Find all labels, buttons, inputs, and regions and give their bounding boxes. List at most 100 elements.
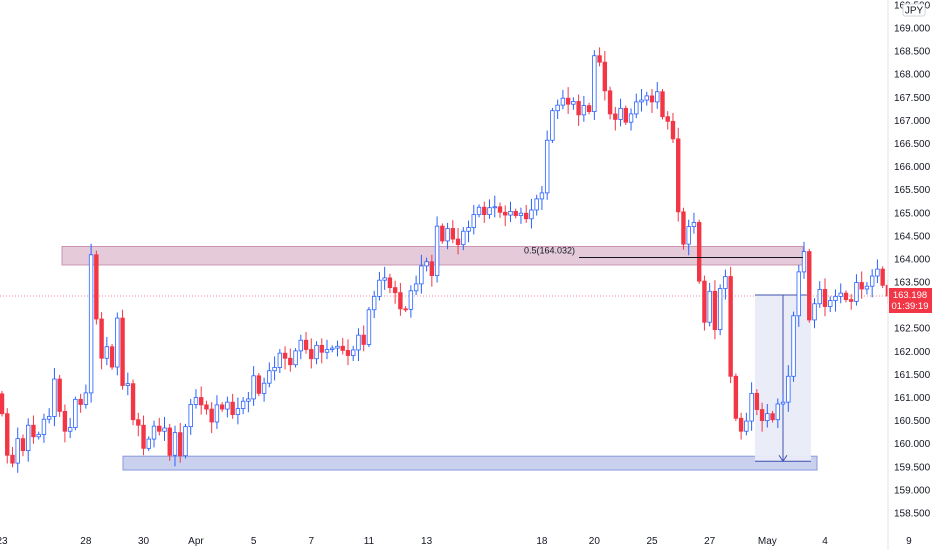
candle-down bbox=[398, 292, 403, 310]
price-tick-label: 158.500 bbox=[894, 509, 931, 520]
candle-up bbox=[251, 375, 256, 400]
candle-down bbox=[120, 317, 125, 386]
candle-down bbox=[31, 424, 36, 438]
candle-up bbox=[41, 418, 47, 435]
candle-up bbox=[618, 107, 623, 120]
candle-down bbox=[319, 344, 324, 353]
candle-down bbox=[167, 427, 172, 456]
candle-up bbox=[324, 349, 330, 353]
candle-down bbox=[513, 210, 518, 216]
candle-down bbox=[5, 413, 10, 456]
candle-down bbox=[141, 424, 146, 449]
currency-label[interactable]: JPY bbox=[902, 3, 926, 17]
candle-up bbox=[461, 230, 466, 246]
candle-up bbox=[639, 99, 644, 103]
time-axis[interactable]: 23 28 30 Apr 5 7 11 13 18 20 25 27 May 4 9 bbox=[0, 527, 912, 547]
candle-up bbox=[686, 226, 691, 245]
candle-down bbox=[20, 438, 26, 452]
candle-down bbox=[345, 350, 351, 356]
candle-up bbox=[52, 378, 57, 417]
candle-up bbox=[644, 95, 649, 101]
candle-down bbox=[392, 287, 398, 294]
time-tick-label: 5 bbox=[251, 536, 257, 547]
candle-down bbox=[455, 238, 461, 246]
candle-down bbox=[10, 454, 15, 464]
time-tick-label: 20 bbox=[589, 536, 601, 547]
price-tick-label: 165.500 bbox=[894, 185, 931, 196]
candle-up bbox=[801, 251, 807, 273]
candle-up bbox=[812, 303, 817, 321]
candle-down bbox=[503, 211, 508, 216]
candle-up bbox=[261, 382, 267, 394]
candle-down bbox=[623, 107, 628, 123]
candle-down bbox=[209, 408, 214, 423]
candle-down bbox=[754, 392, 760, 410]
candle-up bbox=[854, 282, 859, 302]
candle-down bbox=[843, 292, 849, 300]
candle-up bbox=[869, 275, 875, 287]
price-tick-label: 163.500 bbox=[894, 278, 931, 289]
support-zone[interactable] bbox=[122, 455, 818, 471]
price-axis-background bbox=[888, 0, 932, 550]
candle-up bbox=[214, 404, 220, 423]
candle-down bbox=[665, 116, 670, 122]
candle-up bbox=[235, 408, 241, 416]
drawing-layer[interactable] bbox=[0, 245, 888, 471]
price-tick-label: 160.500 bbox=[894, 416, 931, 427]
price-tick-label: 169.000 bbox=[894, 24, 931, 35]
price-tag-box bbox=[889, 287, 932, 313]
candle-down bbox=[676, 138, 681, 213]
projection-arrow-head bbox=[778, 454, 788, 463]
candle-up bbox=[377, 279, 382, 297]
time-tick-label: 28 bbox=[80, 536, 92, 547]
candle-up bbox=[471, 214, 476, 228]
candle-down bbox=[282, 352, 288, 359]
candle-down bbox=[607, 90, 613, 115]
candle-down bbox=[728, 276, 733, 377]
candle-down bbox=[429, 261, 435, 276]
time-tick-label: 18 bbox=[536, 536, 548, 547]
price-tick-label: 159.000 bbox=[894, 485, 931, 496]
candle-up bbox=[518, 212, 524, 216]
candle-up bbox=[424, 261, 429, 267]
price-axis[interactable]: 158.500 159.000 159.500 160.000 160.500 161.0… bbox=[887, 0, 932, 550]
candle-up bbox=[560, 97, 566, 106]
candle-up bbox=[225, 401, 230, 410]
price-tick-label: 162.500 bbox=[894, 324, 931, 335]
candle-up bbox=[791, 315, 796, 377]
candle-down bbox=[649, 95, 655, 103]
time-tick-label: 9 bbox=[906, 536, 912, 547]
price-tick-label: 166.000 bbox=[894, 162, 931, 173]
candle-down bbox=[670, 120, 676, 140]
candle-up bbox=[335, 345, 340, 349]
candle-down bbox=[770, 413, 775, 421]
candle-up bbox=[277, 352, 283, 368]
candle-down bbox=[602, 61, 608, 92]
candle-down bbox=[288, 357, 293, 366]
candle-up bbox=[717, 288, 723, 331]
price-tag[interactable]: 163.198 01:39:19 bbox=[889, 287, 932, 313]
price-tag-countdown: 01:39:19 bbox=[892, 301, 929, 312]
candle-down bbox=[340, 345, 345, 351]
candle-up bbox=[26, 424, 31, 452]
price-tick-label: 168.000 bbox=[894, 70, 931, 81]
candle-up bbox=[151, 425, 157, 440]
candle-up bbox=[146, 438, 151, 449]
candle-down bbox=[387, 277, 393, 288]
candle-up bbox=[592, 55, 597, 113]
candle-up bbox=[88, 254, 94, 394]
candle-up bbox=[125, 383, 131, 386]
candle-up bbox=[115, 317, 120, 368]
candle-up bbox=[366, 309, 372, 345]
candle-up bbox=[183, 426, 188, 457]
candle-down bbox=[497, 206, 503, 213]
time-tick-label: 23 bbox=[0, 536, 8, 547]
candle-down bbox=[712, 290, 718, 331]
price-tick-label: 167.000 bbox=[894, 116, 931, 127]
candle-up bbox=[765, 413, 770, 422]
candle-up bbox=[544, 139, 550, 194]
candle-up bbox=[581, 105, 587, 116]
candle-up bbox=[188, 404, 193, 428]
candle-up bbox=[46, 416, 52, 420]
